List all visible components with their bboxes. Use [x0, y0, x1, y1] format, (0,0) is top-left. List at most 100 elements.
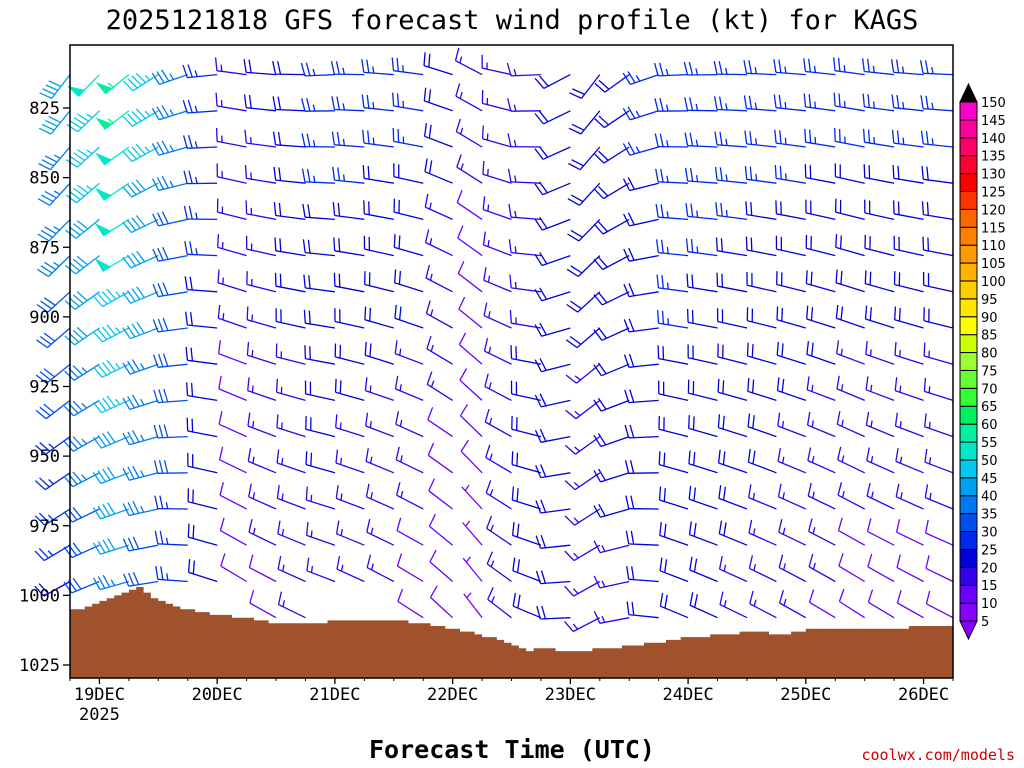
wind-barb	[276, 414, 306, 438]
wind-barb	[833, 92, 865, 112]
colorbar-label: 85	[981, 329, 998, 344]
wind-barb	[92, 502, 130, 520]
wind-barb	[774, 165, 806, 184]
wind-barb	[155, 566, 188, 583]
wind-barb	[301, 168, 335, 184]
wind-barb	[65, 182, 100, 204]
wind-barb	[152, 175, 188, 192]
wind-barb	[331, 96, 365, 112]
wind-barb	[218, 411, 247, 438]
wind-barb	[94, 255, 130, 272]
colorbar-swatch	[959, 137, 978, 157]
wind-barb	[459, 403, 483, 438]
wind-barb	[745, 201, 777, 221]
wind-barb	[216, 163, 247, 184]
wind-barb	[36, 327, 71, 349]
wind-barb	[95, 110, 130, 130]
wind-barb	[778, 554, 807, 583]
wind-barb	[151, 140, 188, 156]
wind-barb	[689, 592, 718, 619]
wind-barb	[92, 466, 130, 485]
wind-barb	[484, 409, 512, 438]
wind-barb	[593, 503, 630, 518]
wind-barb	[425, 300, 453, 329]
wind-barb	[456, 189, 483, 220]
wind-barb	[364, 377, 395, 402]
colorbar-label: 40	[981, 490, 998, 505]
wind-barb	[507, 133, 541, 148]
wind-barb	[773, 94, 806, 112]
wind-barb	[568, 146, 601, 171]
colorbar-swatch	[959, 298, 978, 318]
wind-barb	[37, 182, 71, 206]
wind-barb	[217, 234, 247, 257]
y-tick-label: 825	[29, 99, 60, 119]
wind-barb	[304, 380, 336, 402]
wind-barb	[655, 168, 689, 184]
wind-barb	[94, 218, 130, 237]
wind-barb	[37, 218, 71, 242]
wind-barb	[867, 589, 895, 619]
wind-barb	[534, 181, 571, 196]
wind-barb	[122, 286, 159, 304]
colorbar-swatch	[959, 262, 978, 282]
wind-barb	[744, 165, 777, 184]
wind-barb	[334, 308, 365, 329]
wind-barb	[838, 553, 866, 583]
wind-barb	[894, 341, 924, 365]
colorbar-legend: 5 10 15 20 25 30 35 40 45 50 55 60 65 70 75 80 85 90 95 100…	[959, 82, 1006, 641]
wind-barb	[34, 508, 71, 526]
wind-barb	[923, 378, 954, 402]
wind-barb	[623, 283, 659, 298]
wind-barb	[919, 60, 954, 76]
wind-barb	[459, 368, 483, 401]
wind-barb	[217, 304, 247, 329]
wind-barb	[593, 575, 630, 589]
wind-barb	[218, 446, 247, 474]
wind-barb	[219, 482, 247, 510]
wind-barb	[393, 234, 424, 257]
wind-barb	[623, 247, 659, 262]
wind-barb	[653, 62, 689, 77]
colorbar-min-arrow	[959, 620, 978, 641]
wind-barb	[921, 165, 954, 184]
wind-barb	[747, 413, 777, 438]
wind-barb	[777, 483, 807, 510]
wind-barb	[244, 165, 277, 184]
wind-barb	[776, 306, 806, 329]
wind-barb	[510, 380, 542, 402]
colorbar-label: 125	[981, 185, 1006, 200]
wind-barb	[684, 167, 718, 184]
wind-barb	[334, 343, 365, 365]
wind-barb	[686, 308, 718, 329]
colorbar-swatch	[959, 387, 978, 407]
wind-barb	[593, 218, 630, 235]
wind-barb	[123, 572, 159, 587]
wind-barb	[506, 62, 541, 77]
wind-barb	[276, 449, 306, 474]
wind-barb	[923, 307, 954, 329]
wind-barb	[482, 231, 512, 257]
wind-barb	[277, 555, 306, 583]
wind-barb	[508, 203, 541, 221]
wind-barb	[744, 130, 777, 148]
wind-barb	[776, 271, 806, 293]
wind-barb	[920, 95, 954, 112]
wind-barb	[593, 291, 630, 306]
wind-barb	[896, 590, 924, 619]
wind-barb	[838, 588, 866, 619]
colorbar-label: 5	[981, 615, 989, 630]
wind-barb	[92, 395, 130, 414]
wind-barb	[362, 129, 394, 148]
wind-barb	[807, 482, 836, 510]
wind-barb	[687, 379, 718, 402]
wind-barb	[454, 47, 483, 76]
wind-barb	[803, 58, 836, 76]
wind-barb	[836, 411, 865, 438]
wind-barb	[35, 363, 71, 384]
wind-barb	[865, 376, 895, 402]
wind-barb	[455, 83, 483, 112]
wind-barb	[510, 345, 542, 365]
colorbar-label: 100	[981, 275, 1006, 290]
